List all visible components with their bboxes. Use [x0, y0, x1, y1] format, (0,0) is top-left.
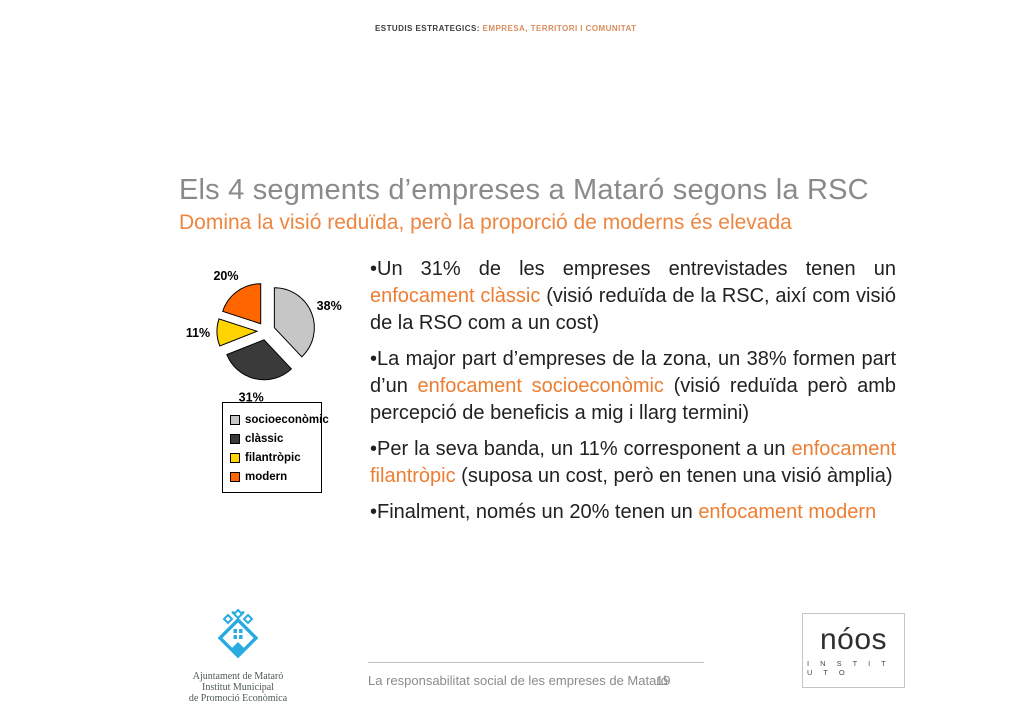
pie-value-label: 20% [213, 269, 238, 283]
pie-value-label: 11% [186, 326, 210, 340]
noos-instituto-logo: nóos I N S T I T U T O [802, 613, 905, 688]
legend-swatch-icon [230, 433, 240, 444]
legend-swatch-icon [230, 471, 240, 482]
chart-legend: socioeconòmic clàssic filantròpic modern [222, 402, 329, 493]
bullet-text: •Per la seva banda, un 11% corresponent … [370, 438, 792, 460]
bullet-paragraph-1: •Un 31% de les empreses entrevistades te… [370, 256, 896, 337]
legend-label: modern [245, 470, 288, 483]
pie-slice-filantròpic [216, 318, 259, 347]
legend-label: clàssic [245, 432, 284, 445]
pie-chart-svg: 38% 31% 11% 20% [186, 269, 342, 404]
bullet-text: (visió reduïda de la RSC, així com visió… [370, 285, 897, 334]
pie-value-label: 31% [239, 390, 264, 404]
bullet-highlight: enfocament filantròpic [370, 438, 896, 487]
bullet-highlight: enfocament modern [698, 501, 877, 523]
noos-logo-subname: I N S T I T U T O [807, 658, 891, 677]
noos-logo-name: nóos [819, 622, 888, 656]
pie-slice-modern [222, 283, 262, 325]
top-brand-orange: EMPRESA, TERRITORI I COMUNITAT [482, 24, 637, 33]
bullet-highlight: enfocament socioeconòmic [417, 375, 664, 397]
pie-value-label: 38% [317, 299, 342, 313]
footer-divider [368, 662, 704, 663]
legend-item-filantròpic: filantròpic [230, 448, 317, 467]
page-subtitle: Domina la visió reduïda, però la proporc… [179, 211, 792, 234]
top-brand-black: ESTUDIS ESTRATEGICS: [375, 24, 480, 33]
bullet-text-column: •Un 31% de les empreses entrevistades te… [370, 256, 896, 535]
bullet-text: •Un 31% de les empreses entrevistades te… [370, 258, 896, 280]
bullet-paragraph-2: •La major part d’empreses de la zona, un… [370, 346, 896, 427]
top-brand-line: ESTUDIS ESTRATEGICS: EMPRESA, TERRITORI … [375, 24, 637, 33]
footer-caption: La responsabilitat social de les emprese… [368, 673, 668, 688]
pie-slice-clàssic [226, 339, 293, 381]
legend-label: filantròpic [245, 451, 301, 464]
pie-slice-socioeconòmic [273, 287, 315, 358]
ajuntament-line-1: Ajuntament de Mataró [192, 671, 284, 682]
bullet-paragraph-3: •Per la seva banda, un 11% corresponent … [370, 436, 896, 490]
ajuntament-logo-block: Ajuntament de Mataró Institut Municipal … [180, 608, 296, 704]
bullet-text: (visió reduïda però amb percepció de ben… [370, 375, 896, 424]
legend-item-socioeconòmic: socioeconòmic [230, 410, 329, 429]
ajuntament-line-2: Institut Municipal [202, 682, 274, 693]
bullet-text: •Finalment, només un 20% tenen un [370, 501, 699, 523]
legend-swatch-icon [230, 414, 240, 425]
pie-chart: 38% 31% 11% 20% [172, 260, 362, 410]
ajuntament-logo-icon [217, 608, 259, 659]
ajuntament-line-3: de Promoció Econòmica [188, 693, 288, 704]
ajuntament-logo-text: Ajuntament de Mataró Institut Municipal … [180, 671, 296, 704]
bullet-text: (suposa un cost, però en tenen una visió… [455, 465, 893, 487]
legend-swatch-icon [230, 452, 240, 463]
bullet-paragraph-4: •Finalment, només un 20% tenen un enfoca… [370, 499, 896, 526]
footer-page-number: 19 [656, 673, 671, 688]
legend-item-modern: modern [230, 467, 317, 486]
bullet-highlight: enfocament clàssic [370, 285, 541, 307]
legend-label: socioeconòmic [245, 413, 329, 426]
page-title: Els 4 segments d’empreses a Mataró segon… [179, 174, 869, 206]
bullet-text: •La major part d’empreses de la zona, un… [370, 348, 896, 397]
legend-item-clàssic: clàssic [230, 429, 317, 448]
